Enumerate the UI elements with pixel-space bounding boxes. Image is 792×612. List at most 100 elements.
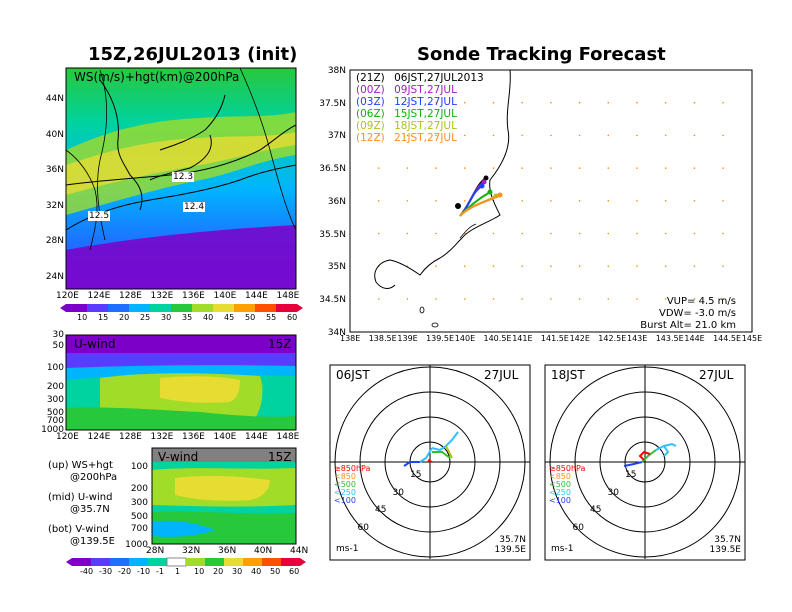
grid-dot (550, 134, 552, 137)
grid-dot (607, 232, 610, 235)
track-map (349, 69, 753, 333)
grid-dot (464, 167, 466, 169)
note-mid: (mid) U-wind @35.7N (48, 492, 113, 515)
lon-tick: 138E (340, 334, 361, 343)
pressure-tick: 300 (46, 394, 64, 405)
level-key: <250 (334, 488, 356, 497)
colorbar-tick: -1 (156, 567, 164, 576)
ring-label: 45 (375, 505, 387, 515)
contour-label: 12.3 (172, 172, 195, 182)
ring-label: 60 (357, 522, 369, 533)
grid-dot (578, 265, 581, 268)
pressure-tick: 700 (46, 415, 64, 426)
grid-dot (636, 134, 638, 137)
grid-dot (722, 101, 724, 104)
grid-dot (377, 134, 380, 137)
grid-dot (464, 200, 466, 202)
grid-dot (578, 200, 581, 202)
colorbar-swatch (213, 304, 234, 312)
grid-dot (664, 298, 667, 300)
grid-dot (435, 134, 437, 137)
grid-dot (607, 167, 610, 169)
hodograph-18jst (544, 364, 746, 561)
level-key: <850 (334, 472, 356, 481)
grid-dot (492, 265, 495, 268)
level-key: <250 (549, 488, 571, 497)
grid-dot (492, 232, 495, 235)
grid-dot (435, 298, 437, 300)
colorbar-swatch (234, 304, 255, 312)
grid-dot (435, 101, 437, 104)
grid-dot (435, 232, 437, 235)
grid-dot (664, 167, 667, 169)
burst-point (497, 192, 503, 198)
pressure-tick: 50 (52, 341, 64, 352)
grid-dot (464, 134, 466, 137)
lat-tick: 35.5N (319, 229, 346, 240)
colorbar-swatch (243, 558, 262, 566)
pressure-tick: 500 (130, 512, 148, 523)
colorbar-tick: 60 (289, 567, 300, 576)
lon-tick: 128E (119, 432, 142, 442)
lon-tick: 140E (213, 432, 237, 442)
lat-tick: 24N (45, 271, 64, 282)
grid-dot (521, 167, 523, 169)
legend-time: 15JST,27JUL (390, 108, 457, 120)
colorbar-tick: 55 (266, 313, 277, 322)
forecast-title: Sonde Tracking Forecast (417, 44, 666, 65)
grid-dot (578, 232, 581, 235)
hodograph-trace (445, 445, 453, 459)
grid-dot (693, 265, 696, 268)
pressure-tick: 100 (46, 363, 64, 374)
colorbar-tick: 1 (175, 567, 181, 576)
launch-params: VUP= 4.5 m/s VDW= -3.0 m/s Burst Alt= 21… (640, 296, 736, 331)
grid-dot (377, 298, 380, 300)
legend-run: (12Z) (356, 132, 385, 144)
colorbar-swatch (150, 304, 171, 312)
ring-label: 60 (572, 522, 584, 533)
grid-dot (550, 298, 552, 300)
diverging-colorbar (66, 557, 306, 567)
grid-dot (550, 167, 552, 169)
lon-tick: 128E (119, 291, 142, 301)
colorbar-swatch (186, 558, 205, 566)
lat-tick: 36N (218, 546, 237, 556)
grid-dot (722, 200, 724, 202)
colorbar-swatch (255, 304, 276, 312)
grid-dot (550, 232, 552, 235)
colorbar-tick: -40 (80, 567, 94, 576)
lon-tick: 136E (182, 432, 205, 442)
pressure-tick: 1000 (41, 425, 64, 435)
burst-point (481, 179, 487, 185)
grid-dot (464, 265, 466, 268)
lon-tick: 144E (245, 291, 268, 301)
colorbar-tick: 60 (287, 313, 298, 322)
grid-dot (693, 101, 696, 104)
hodograph-trace (623, 461, 643, 467)
colorbar-swatch (281, 558, 300, 566)
colorbar-tick: 40 (251, 567, 262, 576)
grid-dot (693, 200, 696, 202)
grid-dot (521, 134, 523, 137)
lon-tick: 120E (56, 432, 79, 442)
legend-run: (00Z) (356, 84, 385, 96)
colorbar-swatch (205, 558, 224, 566)
lat-tick: 28N (45, 236, 64, 246)
grid-dot (722, 298, 724, 300)
colorbar-tick: 35 (182, 313, 193, 322)
colorbar-tick: 30 (232, 567, 243, 576)
legend-time: 18JST,27JUL (390, 120, 457, 132)
colorbar-swatch (110, 558, 129, 566)
colorbar-tick: 50 (270, 567, 281, 576)
grid-dot (722, 232, 724, 235)
grid-dot (521, 200, 523, 202)
grid-dot (578, 134, 581, 137)
lat-tick: 32N (45, 200, 64, 211)
ring-label: 30 (392, 487, 404, 498)
grid-dot (636, 232, 638, 235)
v-wind-time: 15Z (268, 450, 292, 464)
grid-dot (406, 200, 409, 202)
grid-dot (664, 134, 667, 137)
